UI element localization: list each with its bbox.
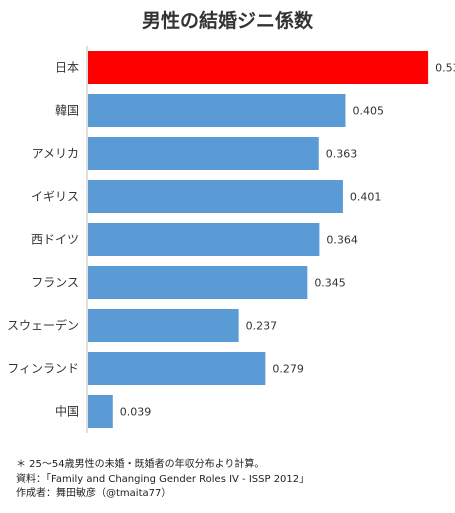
footnotes: ＊ 25～54歳男性の未婚・既婚者の年収分布より計算。 資料：「Family a…: [16, 458, 309, 502]
category-label-0: 日本: [55, 61, 79, 75]
category-label-6: スウェーデン: [7, 318, 79, 333]
bar-3: [88, 180, 343, 213]
category-label-2: アメリカ: [32, 147, 79, 161]
bar-0: [88, 51, 429, 84]
bar-5: [88, 266, 308, 299]
chart-title: 男性の結婚ジニ係数: [141, 10, 313, 32]
footnote-source: 資料：「Family and Changing Gender Roles IV …: [16, 473, 310, 485]
bar-8: [88, 395, 113, 428]
data-label-3: 0.401: [350, 191, 382, 204]
bar-4: [88, 223, 320, 256]
data-label-6: 0.237: [246, 320, 278, 333]
bar-2: [88, 137, 319, 170]
footnote-author: 作成者：舞田敏彦（@tmaita77）: [16, 488, 172, 499]
footnote-sample: ＊ 25～54歳男性の未婚・既婚者の年収分布より計算。: [16, 459, 265, 470]
data-label-7: 0.279: [272, 363, 304, 376]
category-label-4: 西ドイツ: [31, 233, 79, 247]
category-label-1: 韓国: [55, 104, 79, 118]
data-label-4: 0.364: [326, 234, 358, 247]
category-label-3: イギリス: [31, 190, 79, 204]
bar-1: [88, 94, 346, 127]
category-label-7: フィンランド: [7, 362, 79, 376]
data-label-8: 0.039: [120, 406, 151, 419]
category-label-5: フランス: [31, 276, 79, 290]
data-label-5: 0.345: [314, 277, 346, 290]
data-label-0: 0.535: [435, 62, 455, 75]
category-label-8: 中国: [55, 404, 79, 419]
data-label-2: 0.363: [326, 148, 358, 161]
data-label-1: 0.405: [352, 105, 384, 118]
bar-6: [88, 309, 239, 342]
bar-7: [88, 352, 266, 385]
bar-layer: 日本 0.535 韓国 0.405 アメリカ 0.363 イギリス 0.401 西ドイツ 0.36…: [7, 51, 455, 428]
bar-chart: 日本 0.535 韓国 0.405 アメリカ 0.363 イギリス 0.401 西ドイツ 0.36…: [7, 46, 455, 433]
